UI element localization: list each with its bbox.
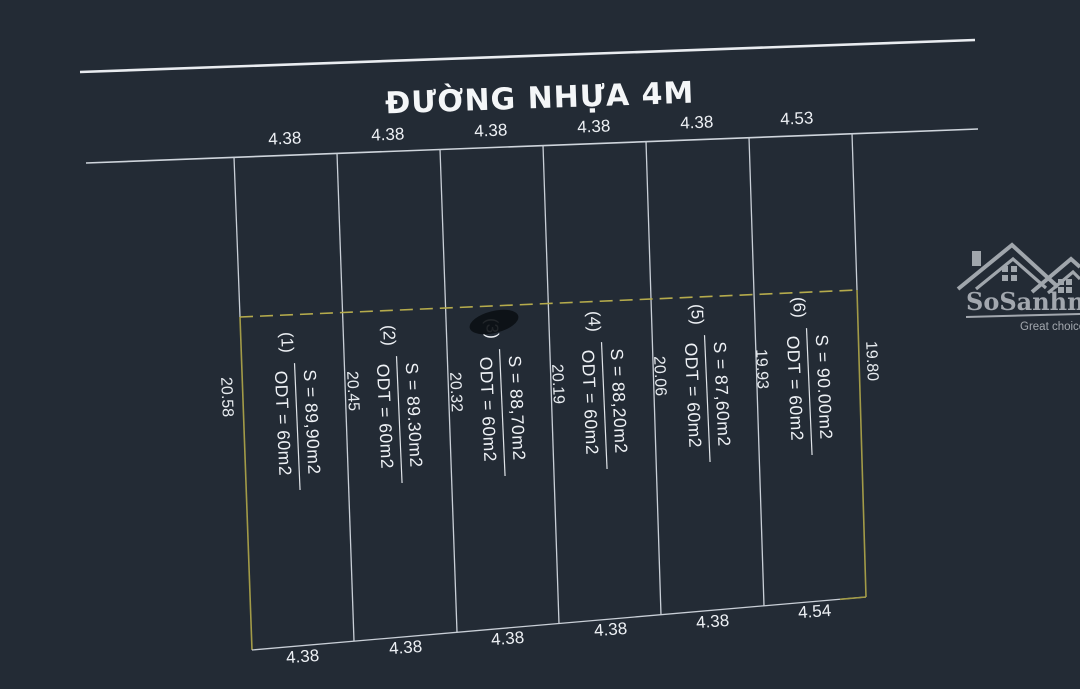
bottom-width-label: 4.38 [388,637,422,658]
bottom-width-label: 4.38 [285,646,319,667]
plot-annotation: (1) S = 89,90m2 ODT = 60m2 [271,332,325,491]
watermark: SoSanhnha.co Great choice for [956,242,1080,333]
top-width-label: 4.38 [268,128,302,148]
plot-landtype-label: ODT = 60m2 [271,370,296,476]
plot-area-label: S = 89,90m2 [300,369,325,475]
plot-landtype-label: ODT = 60m2 [373,363,398,469]
top-width-label: 4.38 [371,124,405,144]
watermark-underline [965,313,1080,318]
plot-area-label: S = 90.00m2 [812,334,837,440]
setback-dashed-line [239,289,858,318]
plot-divider-line [542,144,560,625]
fraction-line [600,342,608,470]
plot-area-label: S = 89.30m2 [402,362,427,468]
top-width-label: 4.38 [474,120,508,140]
bottom-width-label: 4.38 [695,611,729,632]
smudge-mark [469,309,519,335]
watermark-brand-text: SoSanhnha.co [966,287,1080,316]
plot-divider-line [645,140,662,616]
plot-annotation: (2) S = 89.30m2 ODT = 60m2 [373,325,427,484]
plot-annotation: (4) S = 88,20m2 ODT = 60m2 [578,311,632,470]
plot-annotation: (6) S = 90.00m2 ODT = 60m2 [783,297,837,456]
edge-length-label: 19.93 [752,349,771,390]
fraction-line [498,349,506,477]
top-width-label: 4.38 [680,112,714,132]
plot-left-edge-upper [233,156,241,318]
plot-left-edge-yellow [239,316,253,651]
edge-length-label: 20.45 [343,371,362,412]
edge-length-label: 20.19 [548,364,567,405]
plot-area-label: S = 88,20m2 [607,348,632,454]
plot-number: (6) [789,297,809,319]
window-panes [1002,266,1072,293]
chimney [972,251,981,266]
plot-number: (4) [584,311,604,333]
roof-outline-right-inner [1046,269,1080,295]
fraction-line [703,335,711,463]
plot-area-label: S = 88,70m2 [505,355,530,461]
plot-landtype-label: ODT = 60m2 [783,335,808,441]
plot-annotation: (5) S = 87,60m2 ODT = 60m2 [681,304,735,463]
plot-area-label: S = 87,60m2 [710,341,735,447]
plot-divider-line [439,148,458,633]
bottom-width-label: 4.38 [593,619,627,640]
plot-number: (2) [379,325,399,347]
plot-rear-boundary [251,596,867,651]
edge-length-label: 19.80 [862,341,881,382]
plot-landtype-label: ODT = 60m2 [578,349,603,455]
plot-right-edge-upper [851,132,858,291]
fraction-line [395,356,403,484]
plot-landtype-label: ODT = 60m2 [681,342,706,448]
plot-landtype-label: ODT = 60m2 [476,356,501,462]
top-width-label: 4.38 [577,116,611,136]
road-edge-line-bottom [85,128,979,164]
road-edge-line-top [79,38,976,74]
plot-divider-line [336,152,355,642]
roof-outline-inner [974,256,1048,291]
roof-outline [956,242,1060,291]
watermark-tagline: Great choice for [1020,321,1080,333]
bottom-width-label: 4.38 [490,628,524,649]
bottom-width-label: 4.54 [797,601,831,622]
edge-length-label: 20.06 [650,356,669,397]
plot-number: (1) [277,332,297,354]
fraction-line [805,328,813,456]
fraction-line [293,363,301,491]
edge-length-label: 20.58 [217,377,236,418]
plot-divider-line [748,136,765,607]
edge-length-label: 20.32 [446,372,465,413]
plot-rear-boundary-yellow [839,596,867,601]
roof-outline-right [1030,256,1080,294]
top-width-label: 4.53 [780,108,814,128]
plot-number: (5) [687,304,707,326]
houses-logo-icon [956,242,1080,295]
plot-right-edge-yellow [856,289,867,598]
